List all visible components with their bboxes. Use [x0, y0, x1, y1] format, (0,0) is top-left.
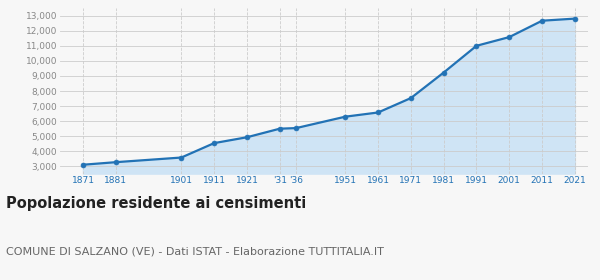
Text: COMUNE DI SALZANO (VE) - Dati ISTAT - Elaborazione TUTTITALIA.IT: COMUNE DI SALZANO (VE) - Dati ISTAT - El… [6, 246, 384, 256]
Text: Popolazione residente ai censimenti: Popolazione residente ai censimenti [6, 196, 306, 211]
